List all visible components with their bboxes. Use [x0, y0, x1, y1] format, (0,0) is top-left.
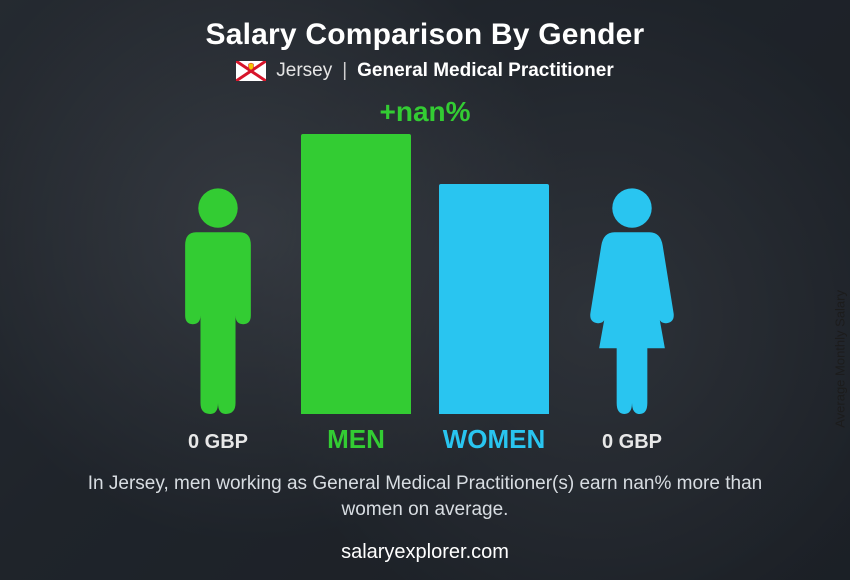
- men-bar: [301, 134, 411, 414]
- women-icon-column: [577, 134, 687, 414]
- labels-row: 0 GBP MEN WOMEN 0 GBP: [145, 424, 705, 455]
- man-icon: [163, 184, 273, 414]
- women-bar: [439, 184, 549, 414]
- men-category-label: MEN: [301, 424, 411, 455]
- footer-source: salaryexplorer.com: [0, 541, 850, 564]
- occupation-label: General Medical Practitioner: [357, 60, 614, 82]
- infographic-content: Salary Comparison By Gender Jersey | Gen…: [0, 0, 850, 580]
- divider: |: [342, 60, 347, 82]
- men-icon-column: [163, 134, 273, 414]
- location-label: Jersey: [276, 60, 332, 82]
- men-value-label: 0 GBP: [163, 431, 273, 454]
- woman-icon: [577, 184, 687, 414]
- difference-label: +nan%: [379, 96, 470, 128]
- jersey-flag-icon: [236, 61, 266, 81]
- y-axis-label: Average Monthly Salary: [833, 290, 848, 428]
- chart-area: [163, 134, 687, 414]
- page-title: Salary Comparison By Gender: [206, 18, 645, 52]
- women-value-label: 0 GBP: [577, 431, 687, 454]
- women-category-label: WOMEN: [439, 424, 549, 455]
- description-text: In Jersey, men working as General Medica…: [65, 471, 785, 522]
- subtitle-row: Jersey | General Medical Practitioner: [236, 60, 614, 82]
